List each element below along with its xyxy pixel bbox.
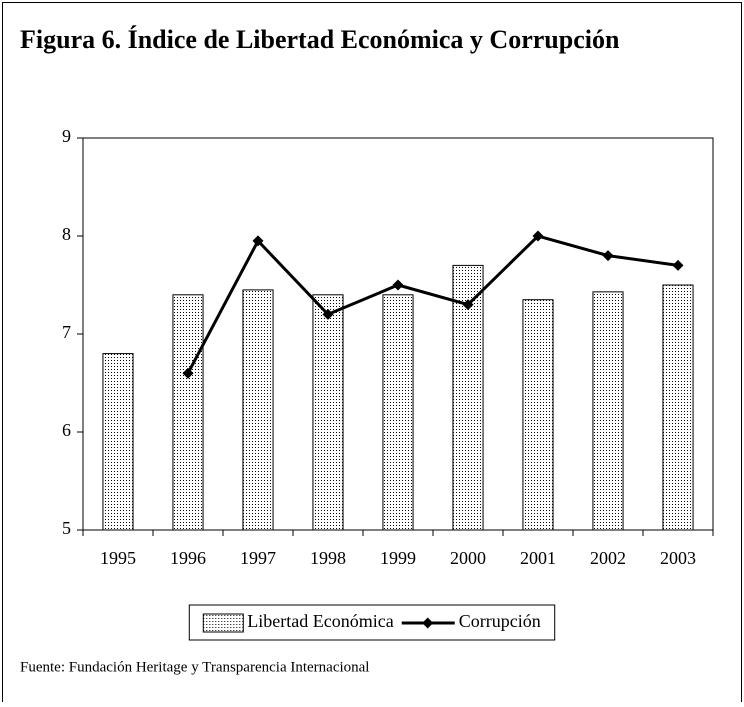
x-tick-label: 1996 — [170, 548, 206, 568]
x-tick-label: 1999 — [380, 548, 416, 568]
x-tick-label: 1998 — [310, 548, 346, 568]
legend — [188, 604, 556, 641]
chart-title: Figura 6. Índice de Libertad Económica y… — [20, 25, 620, 54]
bar — [662, 284, 694, 531]
line-marker — [672, 259, 684, 271]
legend-label: Corrupción — [459, 611, 541, 631]
y-tick-label: 7 — [62, 322, 71, 342]
line-marker — [602, 250, 614, 262]
line-marker — [252, 235, 264, 247]
line-marker — [322, 308, 334, 320]
bar — [522, 299, 554, 531]
y-tick-label: 9 — [62, 126, 71, 146]
line-marker — [182, 367, 194, 379]
line-marker — [392, 279, 404, 291]
y-tick-label: 5 — [62, 518, 71, 538]
legend-label: Libertad Económica — [247, 611, 393, 631]
x-tick-label: 2000 — [450, 548, 486, 568]
line-marker — [532, 230, 544, 242]
y-tick-label: 8 — [62, 224, 71, 244]
bar — [172, 294, 204, 531]
bar — [242, 289, 274, 531]
source-note: Fuente: Fundación Heritage y Transparenc… — [20, 659, 369, 675]
bar — [592, 291, 624, 531]
x-tick-label: 1997 — [240, 548, 276, 568]
bar — [382, 294, 414, 531]
bar — [312, 294, 344, 531]
legend-swatch — [202, 613, 244, 633]
line — [186, 234, 679, 374]
x-tick-label: 2002 — [590, 548, 626, 568]
y-tick-label: 6 — [62, 420, 71, 440]
legend-marker — [422, 617, 434, 629]
x-tick-label: 2003 — [660, 548, 696, 568]
line-marker — [462, 299, 474, 311]
x-tick-label: 1995 — [100, 548, 136, 568]
bar — [102, 353, 134, 531]
x-tick-label: 2001 — [520, 548, 556, 568]
